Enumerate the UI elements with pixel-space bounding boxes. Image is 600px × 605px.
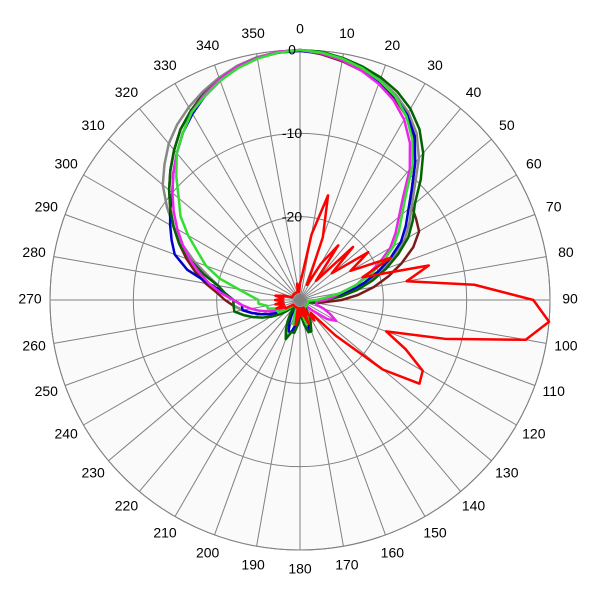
angle-label: 60 <box>526 156 542 172</box>
angle-label: 150 <box>423 525 447 541</box>
angle-label: 130 <box>495 464 519 480</box>
grid-spoke <box>299 299 426 517</box>
angle-label: 260 <box>22 338 46 354</box>
grid-spoke <box>299 299 547 344</box>
angle-label: 270 <box>18 291 42 307</box>
grid-spoke <box>64 214 301 301</box>
angle-label: 30 <box>427 57 443 73</box>
grid-spoke <box>299 299 492 462</box>
grid-spoke <box>256 299 301 547</box>
grid-spoke <box>108 138 301 301</box>
radial-tick-label: 0 <box>288 42 296 58</box>
angle-label: 0 <box>296 21 304 37</box>
angle-label: 220 <box>115 498 139 514</box>
angle-label: 40 <box>466 84 482 100</box>
grid-spoke <box>299 108 462 301</box>
pattern-line <box>273 194 551 385</box>
grid-spoke <box>299 299 344 547</box>
angle-label: 230 <box>81 464 105 480</box>
angle-label: 80 <box>558 244 574 260</box>
angle-label: 120 <box>522 426 546 442</box>
grid-spoke <box>299 53 344 301</box>
angle-label: 250 <box>35 383 59 399</box>
grid-spoke <box>138 108 301 301</box>
grid-spoke <box>256 53 301 301</box>
grid-spoke <box>174 83 301 301</box>
grid-spoke <box>174 299 301 517</box>
angle-label: 290 <box>35 198 59 214</box>
grid-spoke <box>299 299 536 386</box>
angle-label: 160 <box>381 544 405 560</box>
angle-label: 180 <box>288 561 312 577</box>
grid-spoke <box>299 214 536 301</box>
grid-spoke <box>53 299 301 344</box>
angle-label: 170 <box>335 557 359 573</box>
angle-label: 50 <box>499 117 515 133</box>
angle-label: 200 <box>196 544 220 560</box>
grid-spoke <box>53 256 301 301</box>
grid-spoke <box>299 299 386 536</box>
angle-label: 20 <box>385 37 401 53</box>
angle-label: 70 <box>546 198 562 214</box>
angle-label: 350 <box>241 25 265 41</box>
angle-label: 110 <box>543 383 566 399</box>
angle-label: 240 <box>54 426 78 442</box>
angle-label: 280 <box>22 244 46 260</box>
grid-spoke <box>138 299 301 492</box>
angle-label: 330 <box>153 57 177 73</box>
angle-label: 340 <box>196 37 220 53</box>
angle-label: 310 <box>81 117 105 133</box>
angle-label: 300 <box>54 156 78 172</box>
grid-spoke <box>83 299 301 426</box>
grid-spoke <box>214 64 301 301</box>
angle-label: 140 <box>462 498 486 514</box>
angle-label: 210 <box>153 525 177 541</box>
grid-spoke <box>108 299 301 462</box>
angle-label: 100 <box>554 338 578 354</box>
angle-label: 10 <box>339 25 355 41</box>
radial-tick-label: -10 <box>282 125 302 141</box>
radial-tick-label: -20 <box>282 208 302 224</box>
angle-label: 90 <box>562 291 578 307</box>
angle-label: 320 <box>115 84 139 100</box>
grid-spoke <box>299 299 462 492</box>
grid-spoke <box>83 174 301 301</box>
pattern-line <box>167 48 425 341</box>
angle-label: 190 <box>241 557 265 573</box>
